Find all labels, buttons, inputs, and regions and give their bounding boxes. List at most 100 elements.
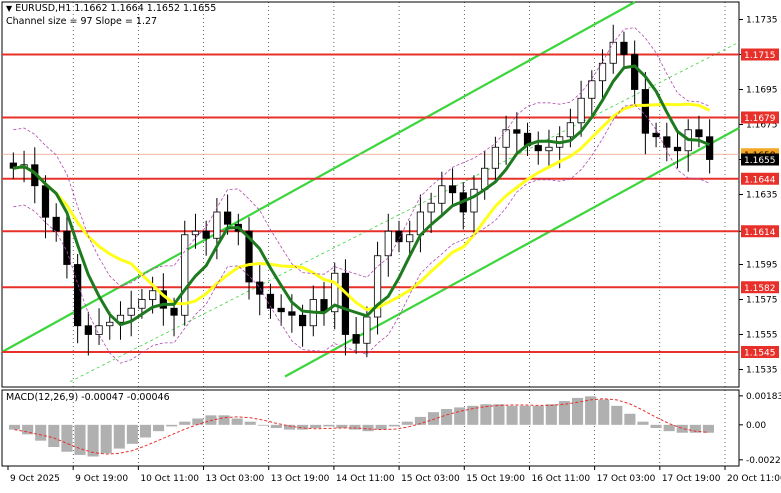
- macd-hist-bar: [650, 424, 662, 428]
- candle-body: [491, 146, 500, 169]
- candle-body: [331, 272, 339, 313]
- macd-hist-bar: [9, 424, 21, 430]
- candle-body: [652, 132, 660, 138]
- macd-hist-bar: [401, 421, 413, 425]
- candle-body: [213, 211, 221, 239]
- candle-body: [245, 230, 253, 283]
- candle-body: [384, 230, 392, 257]
- candle-body: [52, 216, 60, 232]
- macd-hist-bar: [676, 424, 688, 433]
- candle-body: [695, 129, 703, 138]
- price-tick-label: 1.1695: [746, 86, 778, 96]
- macd-hist-bar: [126, 424, 138, 444]
- macd-histogram-group: [9, 396, 714, 457]
- macd-hist-bar: [689, 424, 701, 433]
- macd-hist-bar: [467, 405, 479, 425]
- level-tag: [741, 281, 779, 294]
- macd-hist-bar: [166, 424, 178, 427]
- candle-body: [534, 145, 542, 152]
- macd-hist-bar: [663, 424, 675, 432]
- candle-body: [288, 311, 296, 316]
- macd-hist-bar: [231, 418, 243, 425]
- macd-hist-bar: [506, 405, 518, 425]
- candle-body: [545, 146, 553, 152]
- channel-lower-line: [284, 127, 740, 378]
- candle-body: [298, 314, 307, 327]
- candle-body: [438, 185, 446, 204]
- macd-tick-label: 0.00183: [746, 392, 781, 402]
- candle-body: [566, 122, 575, 138]
- candle-body: [448, 185, 457, 194]
- candle-body: [363, 316, 371, 344]
- macd-hist-bar: [192, 418, 204, 425]
- macd-hist-bar: [375, 424, 387, 430]
- candle-body: [588, 80, 596, 99]
- price-tick-label: 1.1635: [746, 191, 778, 201]
- price-tick-label: 1.1675: [746, 121, 778, 131]
- macd-hist-bar: [480, 404, 492, 425]
- macd-hist-bar: [153, 424, 165, 432]
- collapse-triangle-icon[interactable]: ▼: [6, 4, 13, 13]
- price-tick-label: 1.1535: [746, 366, 778, 376]
- macd-hist-bar: [270, 424, 282, 428]
- candle-body: [84, 325, 92, 335]
- candle-body: [41, 185, 50, 218]
- x-tick-label: 15 Oct 03:00: [401, 474, 460, 484]
- price-tick-label: 1.1595: [746, 261, 778, 271]
- candle-body: [641, 89, 649, 134]
- macd-hist-bar: [283, 424, 296, 430]
- candle-body: [609, 41, 617, 64]
- candle-body: [9, 162, 17, 169]
- candle-body: [127, 307, 135, 316]
- x-tick-label: 9 Oct 2025: [10, 474, 60, 484]
- candle-body: [256, 281, 264, 295]
- candle-body: [598, 62, 607, 82]
- level-tag-label: 1.1715: [744, 51, 776, 61]
- candle-body: [170, 307, 178, 316]
- macd-hist-bar: [35, 424, 47, 441]
- current-price-tag: [741, 153, 779, 166]
- candle-body: [427, 202, 435, 213]
- macd-hist-bar: [637, 421, 649, 425]
- macd-hist-bar: [139, 424, 152, 438]
- x-tick-label: 15 Oct 19:00: [466, 474, 525, 484]
- level-tag: [741, 111, 779, 124]
- current-price-label: 1.1655: [744, 156, 776, 166]
- candle-body: [513, 129, 521, 134]
- macd-hist-bar: [532, 405, 544, 425]
- chart-title: ▼ EURUSD,H1 1.1662 1.1664 1.1652 1.1655: [6, 3, 216, 14]
- macd-hist-bar: [349, 424, 361, 430]
- macd-hist-bar: [558, 401, 570, 425]
- candle-body: [181, 234, 189, 316]
- candle-body: [577, 97, 585, 124]
- x-tick-label: 17 Oct 03:00: [597, 474, 656, 484]
- macd-hist-bar: [22, 424, 34, 435]
- macd-hist-bar: [179, 421, 191, 425]
- candle-body: [406, 234, 414, 243]
- macd-hist-bar: [454, 407, 466, 425]
- level-tag-label: 1.1679: [744, 114, 776, 124]
- candle-body: [620, 41, 628, 55]
- macd-hist-bar: [571, 397, 584, 425]
- candle-body: [470, 188, 478, 213]
- macd-hist-bar: [441, 409, 453, 425]
- macd-tick-label: -0.00221: [746, 456, 781, 466]
- envelope-upper-line: [13, 27, 710, 287]
- x-tick-label: 20 Oct 11:00: [727, 474, 781, 484]
- level-tag-label: 1.1644: [744, 175, 776, 185]
- candle-body: [106, 321, 114, 327]
- macd-hist-bar: [87, 424, 99, 457]
- channel-upper-line: [1, 1, 636, 353]
- level-tag-label: 1.1582: [744, 284, 776, 294]
- macd-hist-bar: [585, 396, 597, 425]
- macd-hist-bar: [427, 412, 440, 425]
- level-tag: [741, 225, 779, 238]
- candle-body: [663, 136, 671, 148]
- macd-hist-bar: [244, 421, 256, 425]
- level-tag: [741, 48, 779, 61]
- macd-label: MACD(12,26,9) -0.00047 -0.00046: [6, 392, 170, 403]
- price-tick-label: 1.1555: [746, 331, 778, 341]
- level-tag: [741, 346, 779, 358]
- channel-info: Channel size = 97 Slope = 1.27: [6, 16, 158, 27]
- macd-hist-bar: [61, 424, 73, 452]
